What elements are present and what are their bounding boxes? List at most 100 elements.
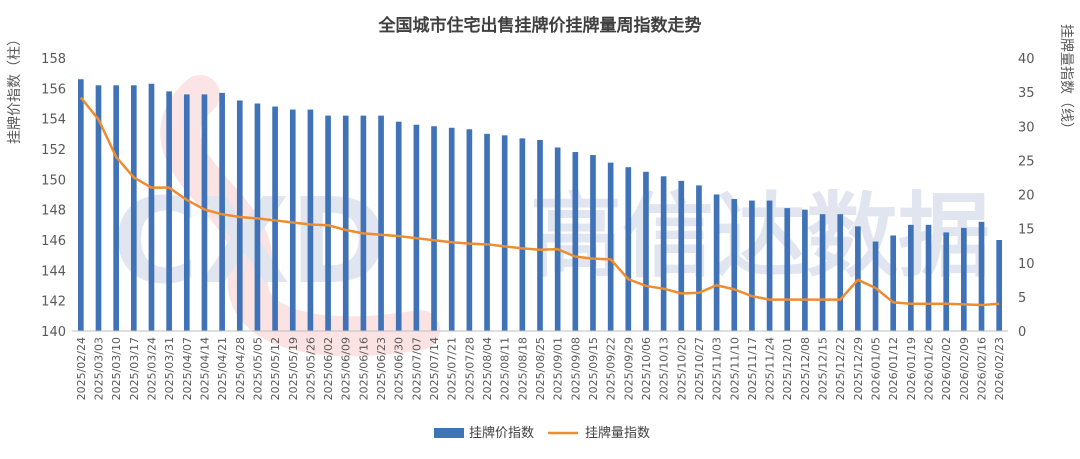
x-tick-label: 2025/09/22	[605, 337, 618, 400]
bar	[890, 235, 897, 331]
bar	[201, 94, 208, 332]
bar	[925, 224, 932, 331]
bar	[837, 214, 844, 331]
x-tick-label: 2025/10/20	[675, 337, 688, 400]
bar	[272, 106, 278, 332]
x-tick-label: 2025/06/23	[375, 337, 388, 400]
watermark: CXD 高信达数据	[112, 75, 990, 357]
bar	[95, 85, 102, 331]
right-tick-label: 5	[1018, 291, 1026, 306]
bar	[607, 162, 614, 331]
bar	[872, 241, 879, 331]
x-tick-label: 2025/08/11	[499, 337, 512, 400]
bar	[537, 139, 543, 331]
bar	[342, 115, 349, 331]
line-path	[79, 96, 1000, 307]
x-tick-label: 2025/11/10	[728, 337, 741, 400]
bar-series	[78, 79, 1002, 332]
x-tick-label: 2025/07/07	[410, 337, 423, 400]
left-tick-label: 148	[41, 204, 66, 219]
x-tick-label: 2025/11/03	[711, 337, 724, 400]
left-tick-label: 156	[41, 82, 66, 97]
x-tick-label: 2025/12/08	[799, 337, 812, 400]
right-tick-label: 35	[1018, 86, 1035, 101]
right-tick-label: 40	[1018, 52, 1035, 67]
bar	[961, 227, 967, 331]
x-tick-label: 2025/09/29	[622, 337, 635, 400]
bar	[590, 155, 596, 331]
x-tick-label: 2025/09/01	[552, 337, 565, 400]
bar	[749, 200, 755, 331]
bar	[130, 85, 137, 331]
x-tick-label: 2025/09/15	[587, 337, 600, 400]
bar	[219, 92, 225, 331]
right-tick-label: 10	[1018, 257, 1035, 272]
x-tick-label: 2025/11/17	[746, 337, 759, 400]
bar	[643, 171, 649, 331]
bar	[307, 109, 314, 331]
x-tick-label: 2025/12/15	[817, 337, 830, 400]
bar	[766, 200, 773, 331]
bar	[572, 152, 579, 331]
bar	[78, 79, 84, 331]
bar	[431, 126, 437, 331]
bar	[413, 124, 420, 331]
bar	[978, 221, 985, 331]
x-tick-label: 2025/07/14	[428, 337, 441, 400]
x-tick-label: 2025/04/07	[181, 337, 194, 400]
x-tick-label: 2025/07/21	[446, 337, 459, 400]
x-tick-label: 2026/02/16	[976, 337, 989, 400]
x-tick-label: 2026/01/26	[923, 337, 936, 400]
bar	[395, 121, 402, 331]
bar	[908, 224, 914, 331]
bar	[802, 209, 808, 331]
x-tick-label: 2025/02/24	[75, 337, 88, 400]
bar	[148, 83, 155, 332]
x-axis: 2025/02/24 2025/03/03 2025/03/10 2025/03/17…	[75, 337, 1006, 400]
x-tick-label: 2025/06/02	[322, 337, 335, 400]
legend-bar-label: 挂牌价指数	[469, 425, 534, 441]
bar	[484, 133, 490, 331]
right-axis: 0 5 10 15 20 25 30 35 40	[1018, 52, 1035, 340]
x-tick-label: 2025/03/03	[92, 337, 105, 400]
x-tick-label: 2025/05/19	[287, 337, 300, 400]
legend: 挂牌价指数 挂牌量指数	[434, 425, 650, 441]
left-tick-label: 146	[41, 234, 66, 249]
x-tick-label: 2025/10/06	[640, 337, 653, 400]
x-tick-label: 2025/10/13	[658, 337, 671, 400]
bar	[943, 232, 950, 331]
left-tick-label: 140	[41, 325, 66, 340]
x-tick-label: 2025/06/30	[393, 337, 406, 400]
x-tick-label: 2025/11/24	[764, 337, 777, 400]
bar	[466, 129, 473, 331]
left-tick-label: 152	[41, 143, 66, 158]
x-tick-label: 2025/08/04	[481, 337, 494, 400]
x-tick-label: 2025/10/27	[693, 337, 706, 400]
x-tick-label: 2025/08/25	[534, 337, 547, 400]
line-series	[79, 96, 1000, 307]
x-tick-label: 2026/02/02	[940, 337, 953, 400]
legend-line-label: 挂牌量指数	[585, 425, 650, 441]
x-tick-label: 2025/05/12	[269, 337, 282, 400]
bar	[996, 240, 1002, 331]
left-tick-label: 150	[41, 173, 66, 188]
x-tick-label: 2025/04/14	[198, 337, 211, 400]
bar	[554, 147, 561, 331]
x-tick-label: 2025/07/28	[463, 337, 476, 400]
x-tick-label: 2025/03/10	[110, 337, 123, 400]
x-tick-label: 2025/04/28	[234, 337, 247, 400]
x-tick-label: 2025/03/17	[128, 337, 141, 400]
bar	[448, 127, 455, 332]
right-tick-label: 0	[1018, 325, 1026, 340]
bar	[819, 214, 826, 331]
watermark-cjk: 高信达数据	[530, 183, 990, 290]
x-tick-label: 2025/05/26	[304, 337, 317, 400]
x-tick-label: 2025/03/31	[163, 337, 176, 400]
x-tick-label: 2025/06/09	[340, 337, 353, 400]
bar	[289, 109, 296, 331]
x-tick-label: 2026/02/09	[958, 337, 971, 400]
left-tick-label: 158	[41, 52, 66, 67]
x-tick-label: 2025/08/18	[516, 337, 529, 400]
